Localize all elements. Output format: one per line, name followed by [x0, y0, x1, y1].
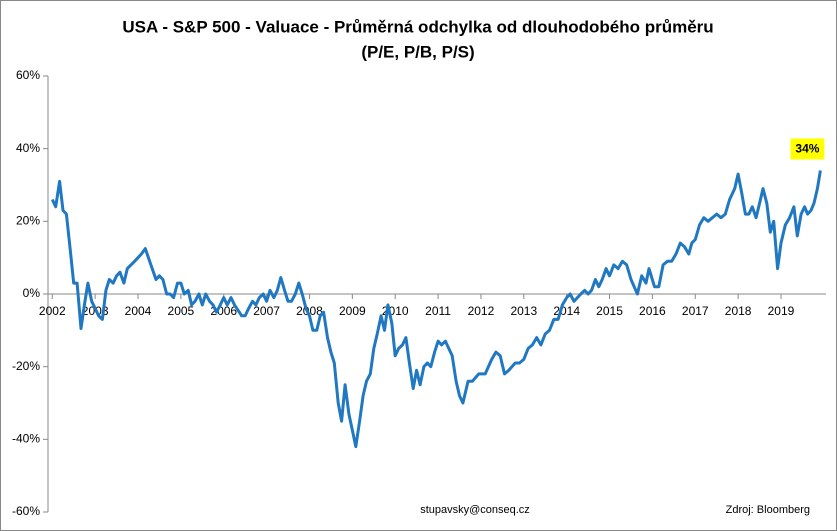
footer-source: Zdroj: Bloomberg	[726, 504, 810, 516]
x-tick-label: 2002	[39, 304, 66, 318]
x-tick-label: 2009	[339, 304, 366, 318]
y-tick-label: -60%	[12, 504, 40, 518]
x-tick-label: 2011	[425, 304, 451, 318]
x-tick-label: 2007	[253, 304, 280, 318]
annotation-box	[790, 138, 825, 160]
x-tick-label: 2008	[296, 304, 323, 318]
x-tick-label: 2005	[168, 304, 195, 318]
x-tick-label: 2006	[210, 304, 237, 318]
annotation-label: 34%	[795, 142, 819, 156]
x-tick-label: 2014	[553, 304, 580, 318]
x-tick-label: 2012	[468, 304, 495, 318]
footer-contact: stupavsky@conseq.cz	[420, 504, 530, 516]
y-tick-label: 60%	[16, 68, 40, 82]
x-tick-label: 2018	[725, 304, 752, 318]
y-tick-label: -40%	[12, 432, 40, 446]
y-tick-label: 20%	[16, 214, 40, 228]
y-tick-label: 0%	[23, 286, 41, 300]
x-tick-label: 2016	[639, 304, 666, 318]
chart-title: USA - S&P 500 - Valuace - Průměrná odchy…	[122, 17, 713, 36]
x-tick-label: 2019	[768, 304, 795, 318]
x-tick-label: 2013	[510, 304, 537, 318]
x-tick-label: 2004	[125, 304, 152, 318]
data-line	[50, 170, 822, 449]
y-tick-label: -20%	[12, 359, 40, 373]
x-tick-label: 2017	[682, 304, 709, 318]
y-tick-label: 40%	[16, 141, 40, 155]
x-tick-label: 2015	[596, 304, 623, 318]
chart-subtitle: (P/E, P/B, P/S)	[361, 42, 474, 61]
